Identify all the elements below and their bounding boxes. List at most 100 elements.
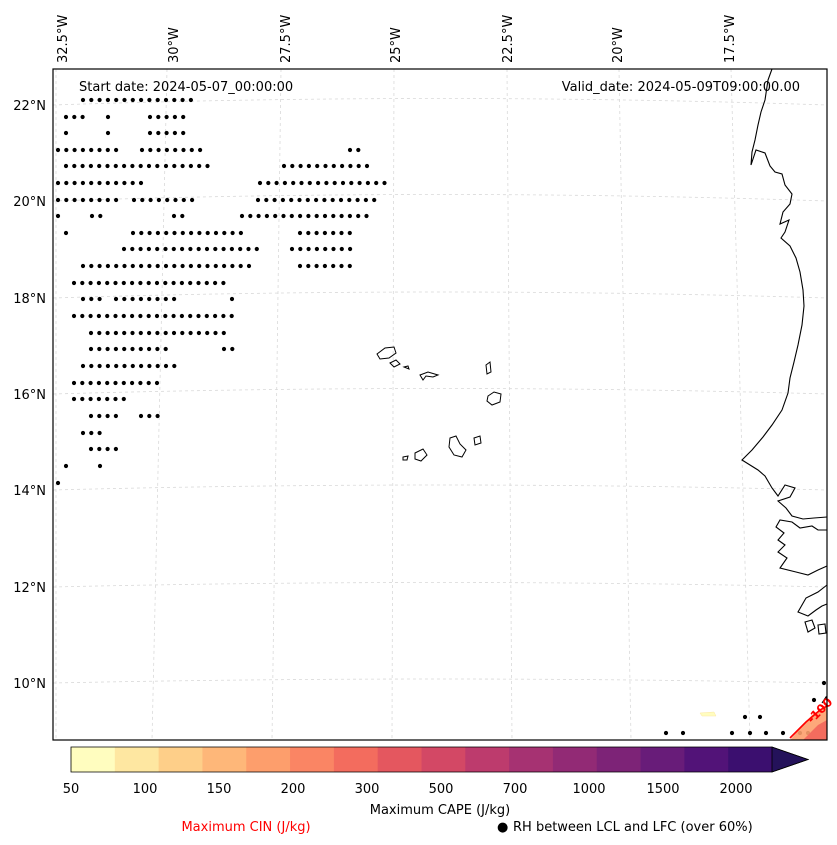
rh-dot	[63, 114, 69, 120]
rh-dot	[155, 230, 160, 236]
rh-dot	[155, 163, 160, 169]
rh-dot	[204, 313, 209, 319]
rh-dot	[80, 380, 85, 386]
rh-dot	[146, 163, 152, 169]
rh-dot	[89, 296, 94, 302]
rh-dot	[122, 363, 127, 369]
colorbar-cell	[465, 747, 510, 772]
island-sao-vicente	[389, 359, 401, 368]
rh-dot	[155, 330, 160, 336]
rh-dot	[113, 446, 118, 452]
rh-dot	[130, 163, 135, 169]
rh-dot	[821, 680, 827, 686]
rh-dot	[130, 363, 135, 369]
rh-dot	[80, 263, 86, 269]
rh-dot	[63, 463, 69, 469]
rh-dot	[121, 280, 126, 286]
meridian-17-5w	[730, 68, 751, 741]
rh-dot	[147, 114, 153, 120]
rh-dot	[221, 346, 227, 352]
map-frame-bg	[53, 69, 827, 740]
rh-dot	[113, 413, 118, 419]
rh-dot	[105, 130, 111, 136]
rh-dot	[382, 180, 387, 186]
rh-dot	[130, 180, 135, 186]
rh-dot	[96, 380, 101, 386]
rh-dot	[306, 263, 311, 269]
rh-dot	[256, 213, 261, 219]
rh-dot	[71, 380, 77, 386]
rh-stipple-dots	[55, 97, 827, 736]
rh-dot	[113, 313, 118, 319]
rh-dot	[105, 163, 110, 169]
lat-label: 20°N	[13, 195, 46, 210]
rh-dot	[155, 246, 160, 252]
rh-dot	[322, 197, 327, 203]
rh-dot	[340, 180, 346, 186]
rh-dot	[180, 230, 185, 236]
colorbar-tick: 50	[63, 782, 80, 797]
rh-dot	[181, 197, 186, 203]
rh-dot	[88, 313, 93, 319]
rh-dot	[315, 163, 320, 169]
rh-dot	[374, 180, 379, 186]
rh-dot	[71, 396, 77, 402]
valid-date-label: Valid_date: 2024-05-09T09:00:00.00	[562, 80, 800, 95]
rh-dot	[155, 363, 160, 369]
coastline-guinea-bissau	[797, 584, 828, 617]
african-coastline	[741, 68, 828, 704]
rh-dot	[97, 330, 102, 336]
colorbar-ticks: 50 100 150 200 300 500 700 1000 1500 200…	[63, 782, 753, 797]
lon-label: 20°W	[611, 27, 626, 63]
island-santa-luzia	[402, 365, 410, 370]
rh-dot	[339, 230, 344, 236]
rh-dot	[314, 263, 319, 269]
colorbar: 50 100 150 200 300 500 700 1000 1500 200…	[63, 746, 810, 818]
colorbar-tick: 150	[207, 782, 232, 797]
rh-dot	[122, 330, 127, 336]
rh-dot	[180, 330, 185, 336]
cape-verde-islands	[376, 346, 502, 462]
rh-dot	[264, 213, 269, 219]
rh-dot	[171, 280, 176, 286]
rh-dot	[89, 430, 94, 436]
rh-dot	[297, 230, 303, 236]
rh-dot	[98, 213, 103, 219]
rh-dot	[229, 246, 234, 252]
rh-dot	[348, 246, 353, 252]
rh-dot	[181, 130, 186, 136]
rh-dot	[80, 147, 85, 153]
rh-dot	[138, 163, 143, 169]
rh-dot	[105, 380, 110, 386]
rh-dot	[105, 97, 110, 103]
rh-dot	[291, 180, 296, 186]
colorbar-cell	[333, 747, 379, 772]
rh-dot	[163, 313, 168, 319]
rh-dot	[139, 147, 145, 153]
rh-dot	[147, 296, 152, 302]
rh-dot	[105, 413, 110, 419]
rh-dot	[97, 430, 102, 436]
rh-dot	[80, 180, 85, 186]
rh-dot	[339, 246, 344, 252]
lon-label: 32.5°W	[56, 15, 71, 63]
rh-dot	[105, 180, 110, 186]
rh-dot	[130, 346, 135, 352]
rh-dot	[155, 263, 160, 269]
rh-dot	[146, 280, 151, 286]
parallel-22n	[52, 98, 828, 106]
rh-dot	[71, 313, 77, 319]
rh-dot	[213, 330, 218, 336]
lon-label: 30°W	[167, 27, 182, 63]
rh-dot	[72, 197, 77, 203]
rh-dot	[349, 180, 354, 186]
rh-dot	[96, 313, 101, 319]
rh-dot	[113, 380, 118, 386]
rh-dot	[80, 197, 85, 203]
rh-dot	[171, 313, 176, 319]
colorbar-tick: 1000	[572, 782, 605, 797]
rh-dot	[105, 363, 110, 369]
rh-dot	[105, 197, 110, 203]
rh-dot	[138, 413, 144, 419]
rh-dot	[147, 363, 152, 369]
